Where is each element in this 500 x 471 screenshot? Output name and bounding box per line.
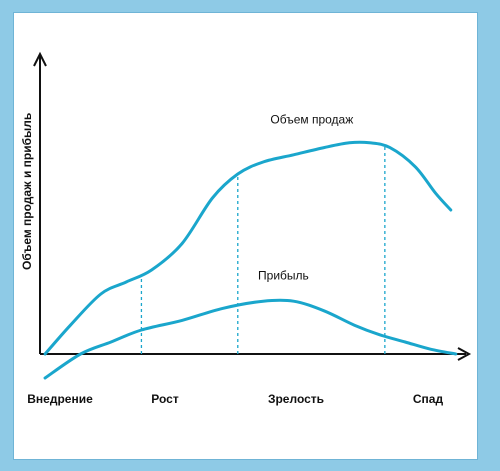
chart-frame (13, 12, 478, 460)
y-axis-label: Объем продаж и прибыль (20, 113, 34, 270)
stage-label: Спад (413, 392, 444, 406)
x-axis-arrow (457, 347, 472, 361)
stage-label: Внедрение (27, 392, 93, 406)
stage-label: Рост (151, 392, 179, 406)
stage-labels: Внедрение Рост Зрелость Спад (27, 392, 443, 406)
y-axis-arrow (33, 51, 47, 67)
sales-label: Объем продаж (270, 113, 353, 127)
profit-label: Прибыль (258, 269, 309, 283)
curve-labels: Объем продаж Прибыль (258, 113, 353, 283)
profit-curve (43, 298, 458, 380)
stage-label: Зрелость (268, 392, 324, 406)
sales-curve (43, 140, 453, 356)
curves (43, 140, 458, 380)
stage-boundaries (140, 146, 386, 354)
